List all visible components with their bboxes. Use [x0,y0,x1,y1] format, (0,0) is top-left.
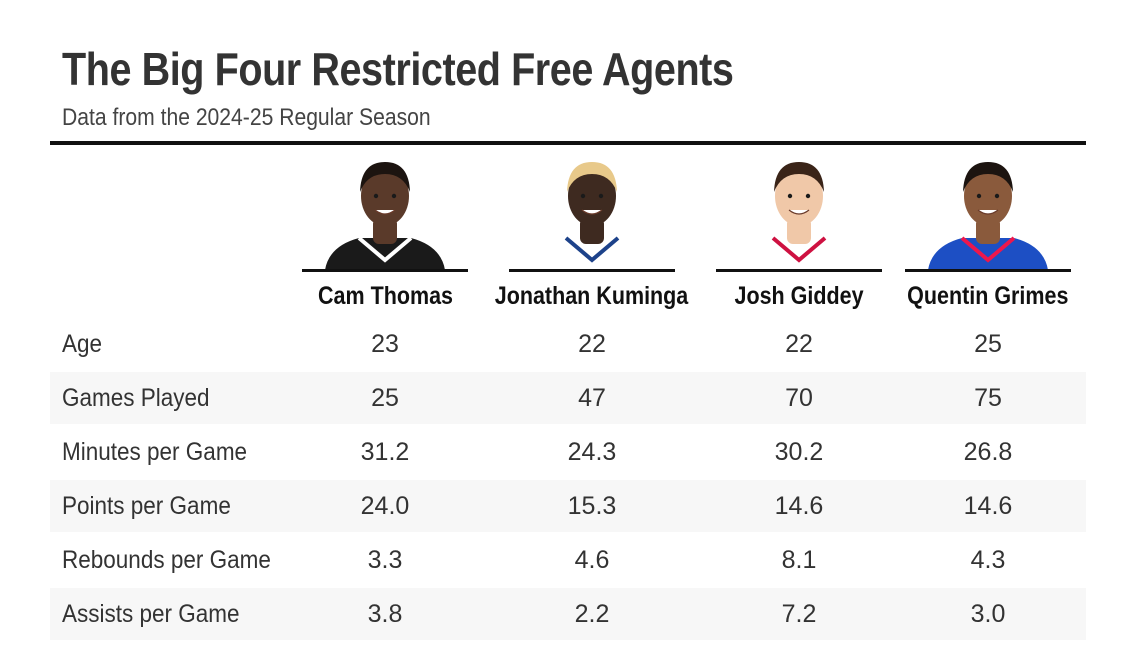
hair-shape [567,162,617,192]
table-row: Points per Game 24.0 15.3 14.6 14.6 [50,480,1086,532]
table-row: Assists per Game 3.8 2.2 7.2 3.0 [50,588,1086,640]
table-row: Rebounds per Game 3.3 4.6 8.1 4.3 [50,534,1086,586]
eye-left [580,193,586,199]
table-cell: 14.6 [963,492,1013,520]
photo-underline [509,269,675,272]
table-cell: 70 [785,384,813,412]
jersey-collar [564,236,620,263]
table-cell: 3.0 [970,600,1006,628]
table-cell: 47 [578,384,606,412]
player-headshot [739,162,859,270]
table-cell: 3.3 [367,546,403,574]
eye-right [994,193,1000,199]
face-shape [964,166,1012,226]
jersey-collar [771,236,827,263]
table-cell: 23 [371,330,399,358]
table-row: Age 23 22 22 25 [50,318,1086,370]
eye-right [391,193,397,199]
hair-shape [360,162,410,192]
jersey-shape [325,238,445,270]
player-name: Jonathan Kuminga [472,282,712,311]
player-name-text: Cam Thomas [317,282,453,310]
table-row: Games Played 25 47 70 75 [50,372,1086,424]
jersey-collar [357,236,413,263]
table-row: Minutes per Game 31.2 24.3 30.2 26.8 [50,426,1086,478]
face-shape [775,166,823,226]
hair-shape [774,162,824,192]
table-cell: 25 [974,330,1002,358]
table-cell: 25 [371,384,399,412]
photo-underline [905,269,1071,272]
table-cell: 24.0 [360,492,410,520]
eye-left [787,193,793,199]
face-shape [361,166,409,226]
player-name-text: Josh Giddey [734,282,864,310]
player-column-header: Jonathan Kuminga [492,150,692,310]
player-headshot [928,162,1048,270]
photo-underline [716,269,882,272]
player-name: Cam Thomas [265,282,505,311]
face-shape [568,166,616,226]
header-divider [50,141,1086,145]
player-name-text: Quentin Grimes [907,282,1069,310]
table-cell: 24.3 [567,438,617,466]
player-headshot [325,162,445,270]
row-label: Minutes per Game [62,438,248,466]
row-label: Age [62,330,103,358]
table-cell: 7.2 [781,600,817,628]
table-cell: 8.1 [781,546,817,574]
table-cell: 26.8 [963,438,1013,466]
smile [581,209,603,215]
table-cell: 30.2 [774,438,824,466]
smile [788,209,810,215]
jersey-shape [739,238,859,270]
jersey-shape [532,238,652,270]
table-cell: 22 [785,330,813,358]
smile [977,209,999,215]
player-headshot [532,162,652,270]
page-title: The Big Four Restricted Free Agents [62,43,734,95]
eye-left [976,193,982,199]
player-column-header: Quentin Grimes [888,150,1088,310]
row-label: Points per Game [62,492,231,520]
page-subtitle: Data from the 2024-25 Regular Season [62,104,431,131]
table-cell: 75 [974,384,1002,412]
row-label: Assists per Game [62,600,240,628]
table-cell: 15.3 [567,492,617,520]
player-name-text: Jonathan Kuminga [495,282,689,310]
table-cell: 3.8 [367,600,403,628]
eye-left [373,193,379,199]
player-column-header: Cam Thomas [285,150,485,310]
player-name: Quentin Grimes [868,282,1108,311]
table-cell: 4.6 [574,546,610,574]
jersey-collar [960,236,1016,263]
eye-right [598,193,604,199]
table-cell: 14.6 [774,492,824,520]
row-label: Rebounds per Game [62,546,271,574]
table-cell: 2.2 [574,600,610,628]
table-cell: 4.3 [970,546,1006,574]
player-column-header: Josh Giddey [699,150,899,310]
table-cell: 22 [578,330,606,358]
jersey-shape [928,238,1048,270]
photo-underline [302,269,468,272]
hair-shape [963,162,1013,192]
smile [374,209,396,215]
player-name: Josh Giddey [679,282,919,311]
eye-right [805,193,811,199]
table-cell: 31.2 [360,438,410,466]
row-label: Games Played [62,384,210,412]
